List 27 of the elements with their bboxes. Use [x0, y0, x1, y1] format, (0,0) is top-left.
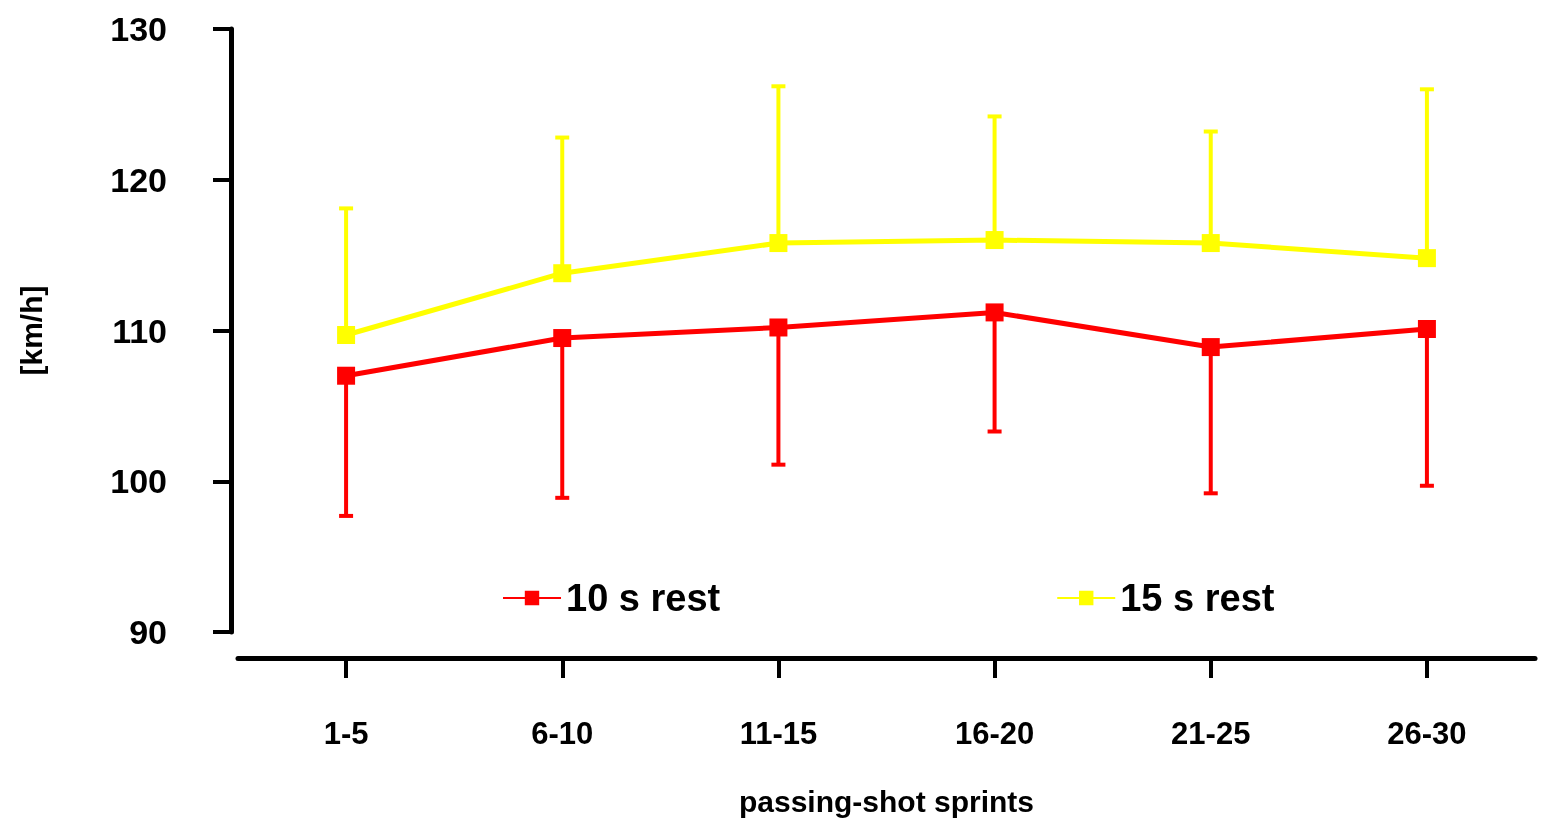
point: [1201, 338, 1220, 357]
y-tick-label: 130: [110, 10, 167, 48]
y-tick-label: 110: [112, 311, 167, 350]
y-tick-label: 120: [110, 160, 167, 199]
x-tick-label: 6-10: [531, 716, 594, 751]
point: [985, 303, 1004, 322]
y-tick-label: 100: [110, 462, 167, 501]
legend-label: 15 s rest: [1120, 577, 1275, 619]
point: [337, 366, 356, 385]
x-tick-label: 21-25: [1171, 716, 1251, 751]
point: [1417, 249, 1436, 268]
point: [553, 264, 572, 283]
x-axis-title: passing-shot sprints: [738, 784, 1035, 818]
x-tick-label: 1-5: [323, 716, 369, 751]
point: [769, 318, 788, 337]
point: [1201, 234, 1220, 253]
x-tick-label: 16-20: [954, 716, 1035, 751]
x-tick-label: 11-15: [739, 716, 818, 751]
point: [553, 329, 572, 348]
y-axis-title: [km/h]: [14, 285, 48, 376]
x-tick-label: 26-30: [1387, 716, 1467, 751]
point: [769, 234, 788, 253]
legend-label: 10 s rest: [566, 577, 721, 619]
point: [985, 231, 1004, 250]
point: [1417, 319, 1436, 338]
y-tick-label: 90: [129, 613, 167, 651]
point: [337, 326, 356, 345]
